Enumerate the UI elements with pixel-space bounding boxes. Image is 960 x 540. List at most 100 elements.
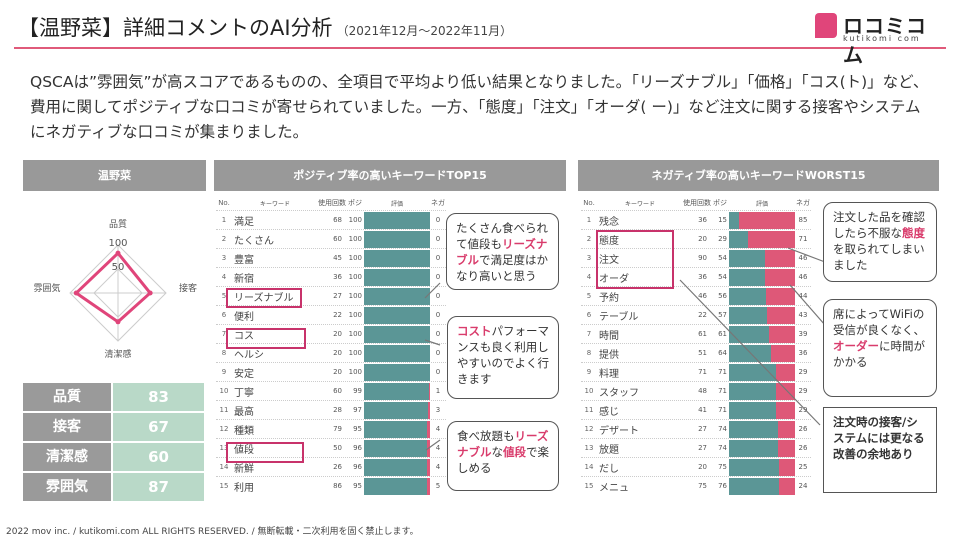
radar-chart: 品質 接客 清潔感 雰囲気 100 50 [33,218,197,360]
logo-subtext: kutikomi com [843,34,921,43]
col-keyword: キーワード [624,200,655,208]
bar-positive [364,401,429,419]
row-no: 15 [219,482,229,490]
row-eval-bar [364,325,430,343]
row-neg-rate: 0 [435,368,441,376]
row-count: 36 [698,273,707,281]
row-count: 20 [698,235,707,243]
row-eval-bar [364,458,430,476]
row-pos-rate: 29 [718,235,727,243]
row-pos-rate: 100 [348,273,362,281]
table-row: 8 提供 51 64 36 [581,343,811,362]
row-no: 13 [219,444,229,452]
radar-point [147,290,153,296]
row-no: 7 [221,330,227,338]
page-title: 【温野菜】詳細コメントのAI分析 （2021年12月～2022年11月） [18,12,512,42]
table-row: 8 ヘルシ 20 100 0 [216,343,446,362]
table-row: 2 態度 20 29 71 [581,229,811,248]
row-neg-rate: 26 [798,425,808,433]
row-pos-rate: 56 [718,292,727,300]
bar-negative [427,439,430,457]
row-keyword: 残念 [599,216,619,228]
row-count: 20 [333,368,342,376]
table-row: 3 豊富 45 100 0 [216,248,446,267]
summary-text: QSCAは”雰囲気”が高スコアであるものの、全項目で平均より低い結果となりました… [30,73,929,141]
row-eval-bar [364,439,430,457]
bar-positive [364,477,427,495]
row-no: 4 [221,273,227,281]
row-no: 2 [586,235,592,243]
table-row: 7 コス 20 100 0 [216,324,446,343]
score-row: 雰囲気 87 [23,473,204,501]
row-eval-bar [364,420,430,438]
bar-negative [764,249,795,267]
bar-negative [775,401,795,419]
row-pos-rate: 54 [718,273,727,281]
table-row: 3 注文 90 54 46 [581,248,811,267]
row-keyword: 満足 [234,216,254,228]
row-eval-bar [729,287,795,305]
bar-negative [771,344,795,362]
row-neg-rate: 0 [435,254,441,262]
row-count: 27 [333,292,342,300]
row-count: 51 [698,349,707,357]
row-no: 1 [586,216,592,224]
bar-positive [364,306,430,324]
radar-point [115,319,121,325]
bar-negative [426,477,430,495]
row-count: 68 [333,216,342,224]
row-eval-bar [729,249,795,267]
bar-positive [729,306,767,324]
score-label: 清潔感 [23,443,111,471]
row-pos-rate: 100 [348,254,362,262]
row-eval-bar [364,477,430,495]
table-row: 11 感じ 41 71 29 [581,400,811,419]
row-neg-rate: 1 [435,387,441,395]
row-count: 45 [333,254,342,262]
row-no: 9 [586,368,592,376]
row-count: 41 [698,406,707,414]
bar-negative [779,477,795,495]
row-pos-rate: 57 [718,311,727,319]
row-pos-rate: 61 [718,330,727,338]
score-row: 接客 67 [23,413,204,441]
radar-grid [69,244,167,342]
row-no: 11 [584,406,594,414]
bar-positive [729,249,765,267]
table-row: 13 放題 27 74 26 [581,438,811,457]
row-count: 28 [333,406,342,414]
row-neg-rate: 46 [798,273,808,281]
row-keyword: コス [234,330,254,342]
row-pos-rate: 71 [718,368,727,376]
row-pos-rate: 75 [718,463,727,471]
row-neg-rate: 4 [435,425,441,433]
row-keyword: ヘルシ [234,349,264,361]
row-keyword: 新宿 [234,273,254,285]
row-pos-rate: 64 [718,349,727,357]
row-no: 9 [221,368,227,376]
row-count: 61 [698,330,707,338]
row-no: 10 [219,387,229,395]
bar-positive [729,382,776,400]
row-neg-rate: 29 [798,406,808,414]
comment-bubble-negative-1: 注文した品を確認したら不服な態度を取られてしまいました [823,202,937,282]
row-neg-rate: 29 [798,387,808,395]
brand-logo: ロコミコム kutikomi com [815,10,945,67]
bar-positive [729,344,772,362]
row-keyword: リーズナブル [234,292,294,304]
highlight-reasonable [226,288,302,308]
row-count: 22 [698,311,707,319]
score-label: 接客 [23,413,111,441]
table-row: 15 利用 86 95 5 [216,476,446,495]
row-count: 27 [698,444,707,452]
row-no: 5 [586,292,592,300]
row-neg-rate: 24 [798,482,808,490]
row-count: 46 [698,292,707,300]
bar-positive [364,268,430,286]
bar-positive [729,458,779,476]
row-no: 12 [219,425,229,433]
row-neg-rate: 3 [435,406,441,414]
row-no: 13 [584,444,594,452]
row-keyword: テーブル [599,311,639,323]
row-keyword: スタッフ [599,387,639,399]
